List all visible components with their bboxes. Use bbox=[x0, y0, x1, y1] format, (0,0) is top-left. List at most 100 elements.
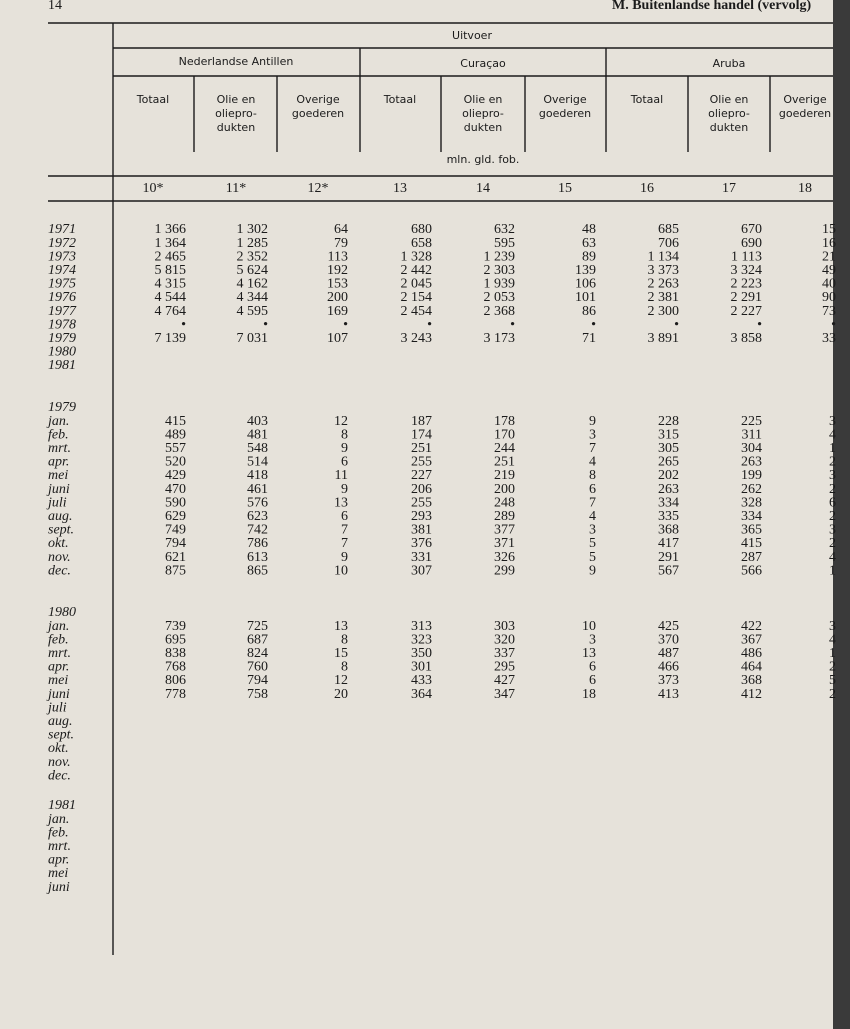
cell: 425 bbox=[658, 619, 679, 634]
row-label: apr. bbox=[48, 455, 69, 470]
cell: 4 315 bbox=[155, 277, 187, 292]
cell: 299 bbox=[494, 563, 515, 578]
cell: 113 bbox=[328, 249, 348, 264]
cell: 403 bbox=[247, 414, 268, 429]
cell: 20 bbox=[334, 687, 348, 702]
row-label: 1972 bbox=[48, 236, 76, 251]
cell: 16 bbox=[822, 236, 836, 251]
cell: 2 bbox=[829, 482, 836, 497]
cell: 629 bbox=[165, 509, 186, 524]
cell: 1 134 bbox=[648, 249, 680, 264]
cell: 7 139 bbox=[155, 331, 187, 346]
cell: 3 bbox=[829, 619, 836, 634]
row-label: juli bbox=[46, 495, 67, 510]
cell: 40 bbox=[822, 277, 836, 292]
unit: mln. gld. fob. bbox=[447, 153, 520, 166]
row-label: okt. bbox=[48, 741, 69, 756]
cell: 3 243 bbox=[401, 331, 433, 346]
cell: 313 bbox=[411, 619, 432, 634]
cell: 4 bbox=[829, 427, 836, 442]
cell: 106 bbox=[575, 277, 596, 292]
cell: 4 162 bbox=[237, 277, 269, 292]
cell: 824 bbox=[247, 646, 268, 661]
row-label: 1978 bbox=[48, 317, 76, 332]
cell: 2 227 bbox=[731, 304, 763, 319]
cell: 412 bbox=[741, 687, 762, 702]
cell: 806 bbox=[165, 673, 186, 688]
cell: 187 bbox=[411, 414, 432, 429]
cell: • bbox=[263, 317, 268, 332]
cell: 6 bbox=[589, 673, 596, 688]
cell: 18 bbox=[582, 687, 596, 702]
cell: 590 bbox=[165, 495, 186, 510]
row-label: mei bbox=[48, 866, 68, 881]
page-number: 14 bbox=[48, 0, 62, 13]
cell: 10 bbox=[334, 563, 348, 578]
cell: 557 bbox=[165, 441, 186, 456]
cell: 381 bbox=[411, 523, 432, 538]
cell: 334 bbox=[741, 509, 762, 524]
column-number: 14 bbox=[476, 181, 490, 196]
cell: 12 bbox=[334, 414, 348, 429]
cell: 33 bbox=[822, 331, 836, 346]
cell: 251 bbox=[411, 441, 432, 456]
cell: 8 bbox=[341, 427, 348, 442]
cell: 2 454 bbox=[401, 304, 433, 319]
cell: 778 bbox=[165, 687, 186, 702]
cell: 7 bbox=[341, 523, 348, 538]
cell: 461 bbox=[247, 482, 268, 497]
row-label: sept. bbox=[48, 728, 74, 743]
cell: • bbox=[591, 317, 596, 332]
cell: 4 595 bbox=[237, 304, 269, 319]
cell: 89 bbox=[582, 249, 596, 264]
cell: 427 bbox=[494, 673, 515, 688]
cell: 6 bbox=[589, 660, 596, 675]
cell: 202 bbox=[658, 468, 679, 483]
cell: 1 328 bbox=[401, 249, 433, 264]
cell: 2 bbox=[829, 687, 836, 702]
cell: 326 bbox=[494, 550, 515, 565]
column-number: 16 bbox=[640, 181, 654, 196]
cell: 225 bbox=[741, 414, 762, 429]
cell: 370 bbox=[658, 632, 679, 647]
row-label: jan. bbox=[46, 812, 69, 827]
cell: 422 bbox=[741, 619, 762, 634]
column-number: 13 bbox=[393, 181, 407, 196]
cell: 2 154 bbox=[401, 290, 433, 305]
row-label: mrt. bbox=[48, 441, 71, 456]
cell: 79 bbox=[334, 236, 348, 251]
cell: 251 bbox=[494, 455, 515, 470]
cell: 3 bbox=[589, 523, 596, 538]
cell: 15 bbox=[822, 222, 836, 237]
cell: 695 bbox=[165, 632, 186, 647]
column-number: 18 bbox=[798, 181, 812, 196]
cell: 244 bbox=[494, 441, 515, 456]
cell: 48 bbox=[582, 222, 596, 237]
cell: 320 bbox=[494, 632, 515, 647]
cell: 875 bbox=[165, 563, 186, 578]
cell: 3 bbox=[589, 632, 596, 647]
cell: 5 815 bbox=[155, 263, 187, 278]
cell: 367 bbox=[741, 632, 762, 647]
cell: 364 bbox=[411, 687, 432, 702]
cell: 680 bbox=[411, 222, 432, 237]
page-title: M. Buitenlandse handel (vervolg) bbox=[612, 0, 811, 13]
row-label: 1975 bbox=[48, 277, 76, 292]
cell: 376 bbox=[411, 536, 432, 551]
row-label: 1979 bbox=[48, 331, 76, 346]
cell: 1 939 bbox=[484, 277, 516, 292]
column-header: dukten bbox=[710, 121, 748, 134]
cell: 13 bbox=[334, 619, 348, 634]
row-label: 1976 bbox=[48, 290, 76, 305]
cell: 487 bbox=[658, 646, 679, 661]
cell: 2 223 bbox=[731, 277, 763, 292]
column-header: oliepro- bbox=[462, 107, 504, 120]
cell: 8 bbox=[589, 468, 596, 483]
cell: 4 344 bbox=[237, 290, 269, 305]
column-header: Totaal bbox=[136, 93, 169, 106]
cell: 1 366 bbox=[155, 222, 187, 237]
cell: 548 bbox=[247, 441, 268, 456]
cell: 265 bbox=[658, 455, 679, 470]
cell: 5 bbox=[589, 550, 596, 565]
row-label: 1977 bbox=[48, 304, 77, 319]
